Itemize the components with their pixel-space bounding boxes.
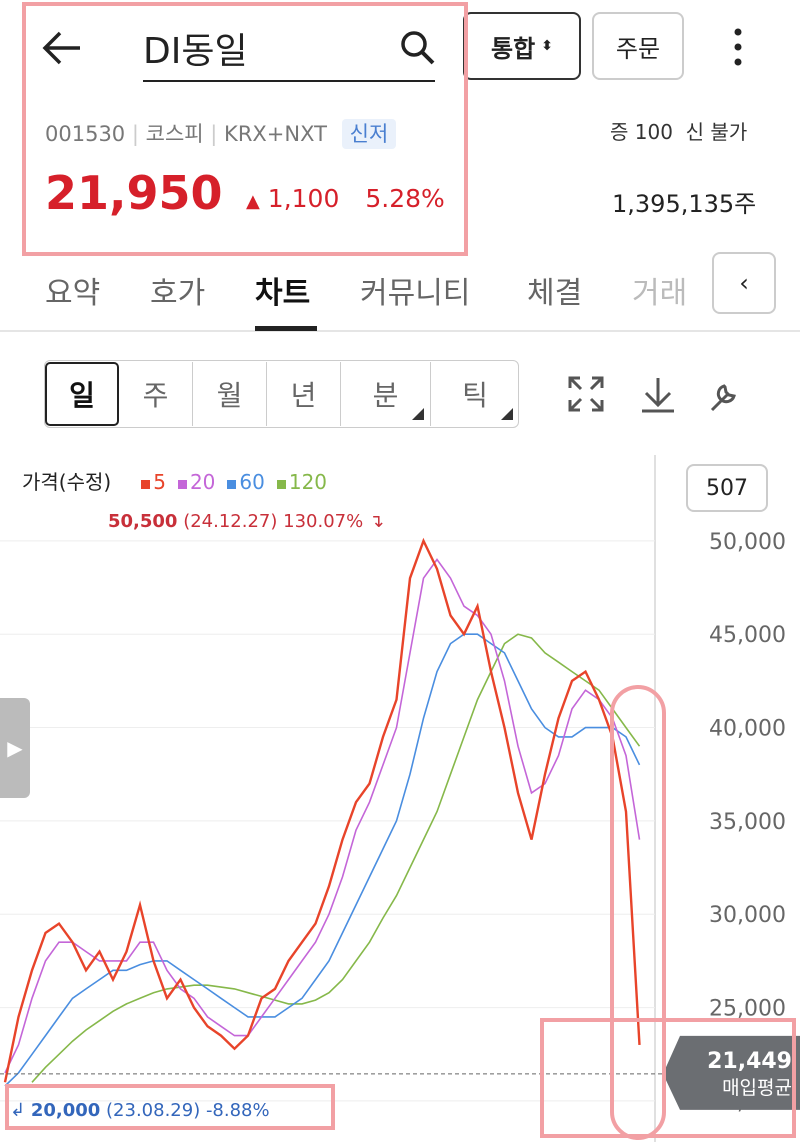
period-label: 일 [69, 379, 95, 412]
current-price: 21,950 [45, 166, 223, 220]
min-marker: ↲ 20,000 (23.08.29) -8.88% [10, 1100, 270, 1121]
title-underline [143, 80, 435, 82]
low-badge: 신저 [341, 119, 397, 149]
settings-icon[interactable] [710, 384, 736, 412]
search-button[interactable] [398, 28, 438, 68]
period-label: 주 [142, 379, 169, 412]
submenu-icon [501, 408, 513, 420]
tab-scroll-button[interactable]: ‹ [712, 252, 776, 314]
market: 코스피 [145, 122, 204, 146]
active-tab-indicator [255, 326, 317, 331]
period-button[interactable]: 월 [193, 362, 267, 426]
max-detail: (24.12.27) 130.07% [183, 511, 364, 532]
stock-title: DI동일 [143, 31, 248, 72]
ma-line [31, 633, 641, 1083]
download-icon[interactable] [642, 378, 674, 413]
period-label: 분 [372, 379, 399, 412]
legend-label: 60 [239, 470, 265, 494]
y-tick-label: 45,000 [709, 623, 786, 648]
avg-price-tag [663, 1035, 800, 1110]
side-panel-toggle[interactable]: ▶ [0, 698, 30, 798]
tab[interactable]: 호가 [150, 276, 206, 311]
submenu-icon [412, 408, 424, 420]
legend-swatch [141, 480, 151, 489]
period-label: 틱 [462, 379, 488, 412]
chart-tools [568, 376, 736, 413]
back-button[interactable] [40, 28, 84, 68]
ma-line [4, 558, 641, 1074]
highlight-box [610, 685, 666, 1140]
period-button[interactable]: 일 [45, 362, 119, 426]
order-button[interactable]: 주문 [592, 12, 684, 80]
y-tick-label: 25,000 [709, 997, 786, 1022]
y-tick-label: 40,000 [709, 717, 786, 742]
margin: 증 100 [610, 120, 673, 144]
legend-label: 120 [288, 470, 328, 494]
period-label: 년 [290, 379, 317, 412]
expand-icon[interactable] [568, 376, 604, 412]
y-tick-label: 30,000 [709, 903, 786, 928]
avg-price-name: 매입평균 [722, 1077, 792, 1099]
legend-swatch [276, 480, 286, 489]
period-button[interactable]: 년 [267, 362, 341, 426]
tab-divider [0, 330, 800, 332]
highlight-box [540, 1018, 796, 1138]
legend: 가격(수정) 5 20 60 120 [22, 466, 327, 495]
period-button[interactable]: 분 [341, 362, 431, 426]
count-label: 507 [706, 475, 748, 501]
code: 001530 [45, 122, 126, 146]
price-change: ▲ 1,100 5.28% [246, 184, 445, 213]
min-price: 20,000 [30, 1100, 101, 1121]
order-label: 주문 [615, 34, 661, 63]
count-button[interactable]: 507 [686, 464, 768, 512]
credit: 신 불가 [685, 120, 748, 144]
legend-title: 가격(수정) [22, 470, 112, 494]
menu-button[interactable] [728, 26, 748, 68]
change-rate: 5.28% [365, 184, 445, 213]
volume: 1,395,135주 [612, 190, 757, 218]
dropdown-icon: ⬍ [541, 38, 553, 54]
mode-button[interactable]: 통합 ⬍ [463, 12, 581, 80]
ma-line [4, 633, 641, 1087]
exchange: KRX+NXT [224, 122, 327, 146]
legend-swatch [177, 480, 187, 489]
legend-label: 20 [189, 470, 216, 494]
avg-price-label: 21,449 [707, 1049, 792, 1074]
tab[interactable]: 요약 [45, 276, 101, 311]
ma-line [3, 537, 641, 1083]
legend-label: 5 [153, 470, 166, 494]
tab[interactable]: 거래 [632, 276, 688, 311]
period-label: 월 [216, 379, 243, 412]
highlight-box [5, 1084, 335, 1130]
min-detail: (23.08.29) -8.88% [106, 1100, 270, 1121]
max-price: 50,500 [108, 511, 178, 532]
period-button[interactable]: 틱 [431, 362, 519, 426]
y-tick-label: 35,000 [709, 810, 786, 835]
period-group [44, 360, 519, 428]
tab[interactable]: 커뮤니티 [360, 276, 471, 311]
y-tick-label: 50,000 [709, 530, 786, 555]
period-button[interactable]: 주 [119, 362, 193, 426]
mode-label: 통합 [491, 34, 536, 63]
max-marker: 50,500 (24.12.27) 130.07% ↴ [108, 511, 385, 532]
legend-swatch [227, 480, 237, 489]
highlight-box [22, 2, 468, 256]
stock-meta: 001530 | 코스피 | KRX+NXT 신저 [45, 118, 397, 149]
tab[interactable]: 차트 [255, 276, 311, 311]
margin-info: 증 100 신 불가 [610, 116, 747, 145]
tab[interactable]: 체결 [527, 276, 583, 311]
change: 1,100 [267, 184, 340, 213]
